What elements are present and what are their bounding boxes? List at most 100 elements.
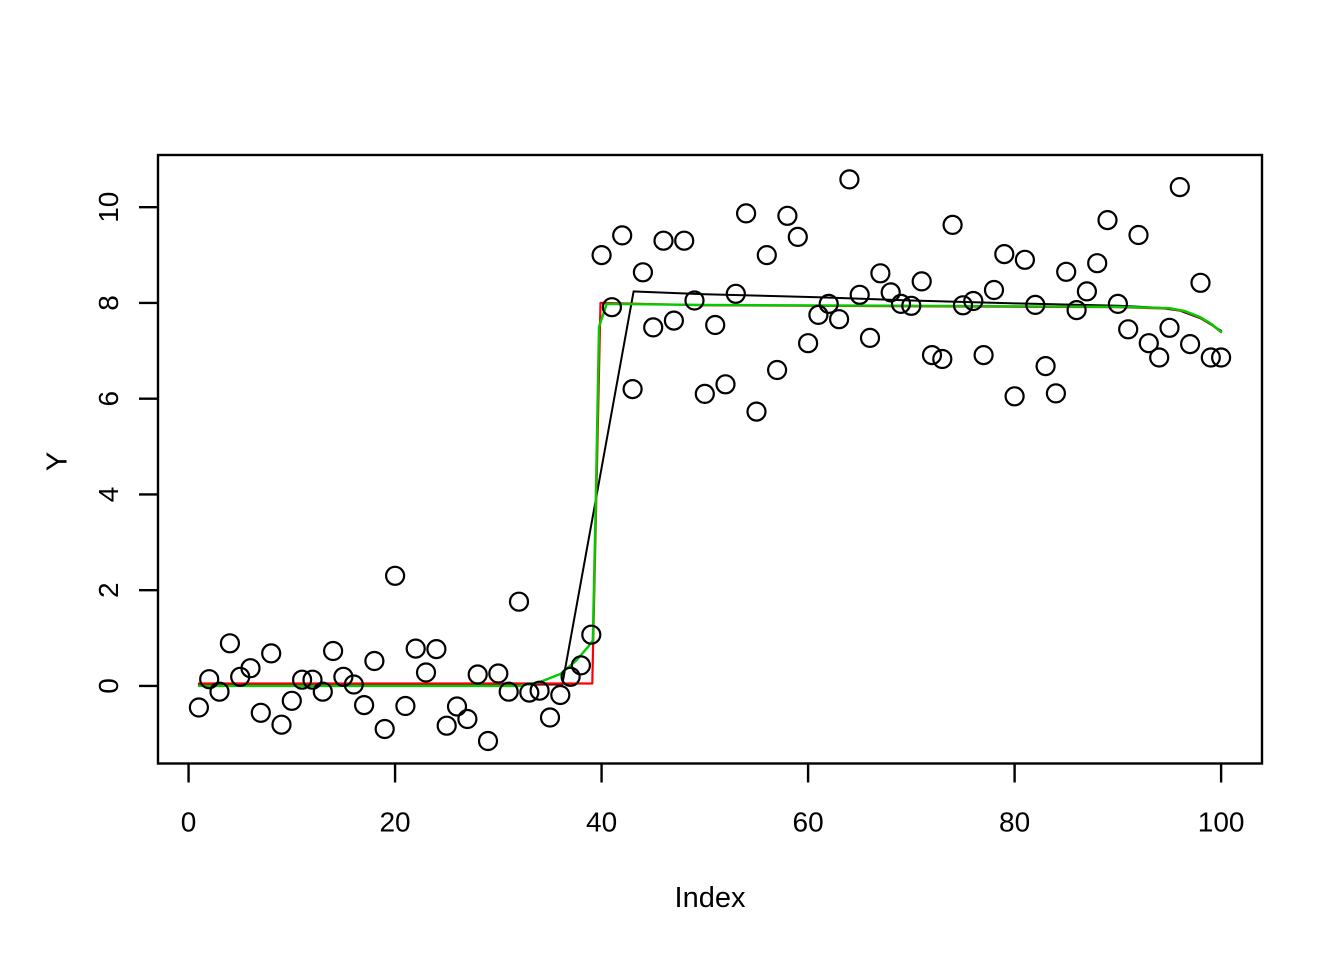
data-point — [694, 383, 715, 404]
data-point — [591, 245, 612, 266]
data-point — [581, 624, 602, 645]
data-point — [1128, 224, 1149, 246]
data-point — [395, 695, 416, 717]
data-point — [725, 283, 746, 304]
data-point — [643, 317, 664, 338]
data-point — [436, 715, 457, 736]
data-point — [1200, 347, 1221, 368]
data-point — [1118, 319, 1139, 340]
data-point — [818, 293, 839, 314]
data-point — [859, 327, 881, 348]
data-point — [1169, 177, 1190, 198]
data-point — [1056, 261, 1077, 282]
data-point — [911, 271, 932, 292]
data-point — [188, 697, 209, 718]
data-point — [1014, 249, 1036, 270]
data-point — [385, 565, 406, 586]
data-point — [209, 681, 230, 702]
y-axis-title: Y — [42, 442, 75, 482]
data-point — [870, 263, 891, 284]
data-point — [1210, 347, 1232, 368]
data-point — [250, 702, 271, 723]
data-point — [271, 714, 292, 735]
data-point — [612, 225, 633, 246]
data-point — [1159, 317, 1180, 338]
data-point — [374, 718, 395, 740]
data-point — [787, 226, 808, 247]
data-point — [405, 638, 426, 659]
data-point — [415, 662, 437, 683]
x-axis-title: Index — [0, 882, 1344, 915]
data-point — [446, 696, 468, 717]
x-tick-label: 60 — [793, 807, 824, 838]
data-point — [343, 674, 364, 695]
data-point — [735, 203, 757, 224]
data-point — [1076, 281, 1098, 302]
red-step-fit-line — [197, 301, 1223, 685]
data-point — [828, 309, 850, 330]
data-point — [1045, 383, 1067, 404]
data-point — [519, 682, 540, 703]
y-tick-label: 2 — [93, 582, 124, 598]
data-point — [261, 643, 282, 664]
data-point — [333, 666, 354, 687]
data-point — [663, 310, 685, 331]
data-point — [901, 295, 922, 316]
y-tick-label: 0 — [93, 678, 124, 694]
data-point — [849, 284, 870, 305]
data-point — [426, 638, 447, 660]
data-point — [292, 669, 313, 690]
x-tick-label: 100 — [1198, 807, 1245, 838]
data-point — [281, 690, 302, 711]
data-point — [457, 708, 478, 730]
data-point — [570, 655, 592, 676]
data-point — [653, 230, 674, 251]
data-point — [364, 650, 385, 672]
data-point — [1035, 356, 1056, 377]
data-point — [1087, 253, 1108, 274]
data-point — [880, 282, 901, 303]
y-tick-label: 8 — [93, 295, 124, 311]
data-point — [1066, 300, 1087, 321]
data-point — [467, 664, 488, 685]
data-point — [756, 245, 777, 266]
data-point — [240, 658, 261, 679]
plot-box — [156, 153, 1264, 765]
data-point — [952, 295, 974, 316]
data-point — [508, 591, 530, 612]
data-point — [983, 279, 1005, 301]
data-point — [632, 262, 654, 283]
data-point — [477, 730, 499, 752]
data-point — [488, 663, 509, 684]
x-axis-title-text: Index — [674, 882, 746, 914]
data-point — [354, 694, 375, 716]
data-point — [942, 214, 963, 235]
black-fit-line — [197, 290, 1223, 686]
data-point — [601, 297, 623, 318]
data-point — [1025, 294, 1046, 315]
data-point — [498, 681, 519, 702]
data-point — [560, 666, 581, 687]
data-point — [797, 333, 819, 354]
x-tick-label: 20 — [379, 807, 410, 838]
data-point — [973, 345, 994, 366]
data-point — [1149, 347, 1170, 368]
data-point — [323, 640, 344, 662]
x-tick-label: 0 — [181, 807, 197, 838]
data-point — [921, 345, 943, 366]
data-point — [684, 290, 705, 311]
data-point — [219, 633, 240, 654]
green-smooth-fit-line — [197, 302, 1223, 688]
data-point — [550, 684, 571, 706]
y-tick-label: 10 — [93, 192, 124, 223]
data-point — [777, 205, 798, 226]
x-tick-label: 40 — [586, 807, 617, 838]
data-point — [312, 681, 333, 702]
data-point — [539, 707, 561, 728]
data-point — [890, 293, 912, 314]
data-point — [622, 379, 643, 400]
data-point — [963, 290, 984, 312]
x-tick-label: 80 — [999, 807, 1030, 838]
